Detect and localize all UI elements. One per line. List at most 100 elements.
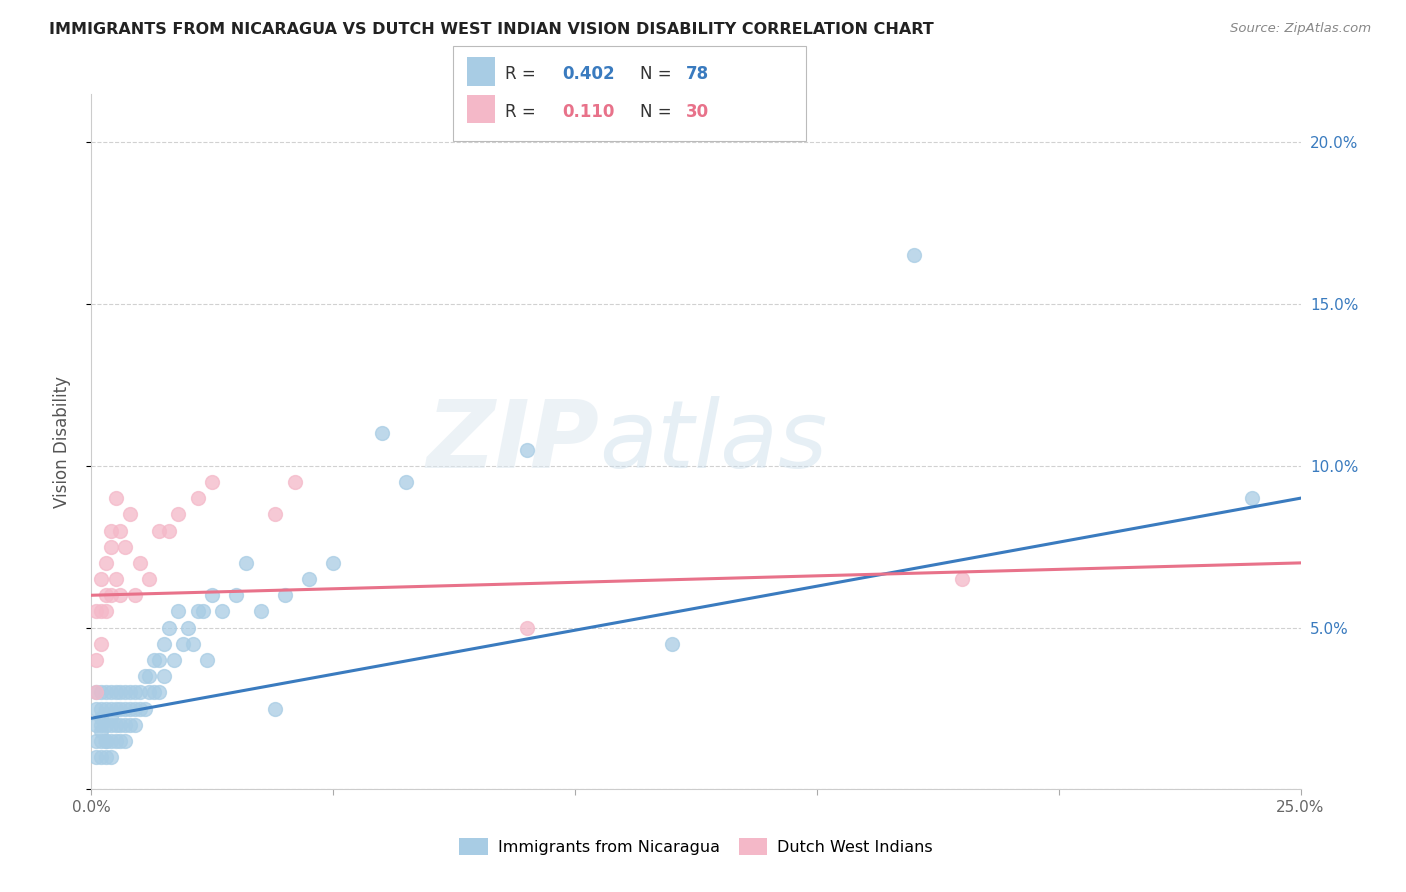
- Point: [143, 653, 166, 667]
- Point: [94, 734, 117, 748]
- Point: [167, 508, 190, 522]
- Point: [201, 475, 224, 489]
- Text: R =: R =: [505, 103, 541, 120]
- Point: [950, 572, 973, 586]
- Text: 78: 78: [686, 65, 709, 83]
- Point: [124, 685, 146, 699]
- Point: [124, 588, 146, 602]
- Point: [138, 669, 160, 683]
- Text: 0.110: 0.110: [562, 103, 614, 120]
- Point: [90, 685, 112, 699]
- Text: ZIP: ZIP: [426, 395, 599, 488]
- Point: [90, 717, 112, 731]
- Point: [191, 604, 214, 618]
- Point: [104, 572, 127, 586]
- Point: [148, 524, 170, 538]
- Point: [1241, 491, 1264, 505]
- Point: [370, 426, 392, 441]
- Point: [128, 685, 150, 699]
- Point: [516, 621, 538, 635]
- Point: [153, 637, 176, 651]
- Point: [90, 711, 112, 725]
- Text: atlas: atlas: [599, 396, 828, 487]
- Point: [124, 717, 146, 731]
- Point: [225, 588, 247, 602]
- Point: [264, 701, 287, 715]
- Point: [298, 572, 321, 586]
- Point: [104, 717, 127, 731]
- Point: [90, 637, 112, 651]
- Point: [100, 701, 122, 715]
- Point: [516, 442, 538, 457]
- Point: [153, 669, 176, 683]
- Point: [148, 685, 170, 699]
- Point: [143, 685, 166, 699]
- Point: [94, 604, 117, 618]
- Point: [110, 524, 132, 538]
- Point: [235, 556, 257, 570]
- Point: [94, 556, 117, 570]
- Point: [104, 701, 127, 715]
- Point: [322, 556, 344, 570]
- Point: [114, 701, 136, 715]
- Point: [100, 685, 122, 699]
- Point: [249, 604, 271, 618]
- Point: [120, 717, 142, 731]
- Point: [84, 717, 107, 731]
- Point: [138, 685, 160, 699]
- Y-axis label: Vision Disability: Vision Disability: [52, 376, 70, 508]
- Text: 30: 30: [686, 103, 709, 120]
- Point: [90, 701, 112, 715]
- Point: [84, 685, 107, 699]
- Point: [94, 588, 117, 602]
- Point: [274, 588, 297, 602]
- Point: [148, 653, 170, 667]
- Point: [94, 750, 117, 764]
- Point: [120, 508, 142, 522]
- Point: [104, 491, 127, 505]
- Point: [84, 750, 107, 764]
- Point: [177, 621, 200, 635]
- Point: [94, 734, 117, 748]
- Text: 0.402: 0.402: [562, 65, 614, 83]
- Point: [110, 734, 132, 748]
- Point: [201, 588, 224, 602]
- Point: [94, 701, 117, 715]
- Point: [120, 685, 142, 699]
- Point: [128, 701, 150, 715]
- Point: [114, 734, 136, 748]
- Point: [157, 621, 180, 635]
- Point: [100, 540, 122, 554]
- Point: [90, 750, 112, 764]
- Point: [211, 604, 233, 618]
- Point: [110, 685, 132, 699]
- Point: [104, 734, 127, 748]
- Point: [90, 572, 112, 586]
- Point: [110, 701, 132, 715]
- Point: [84, 604, 107, 618]
- Point: [134, 669, 156, 683]
- Point: [114, 685, 136, 699]
- Point: [187, 604, 209, 618]
- Point: [197, 653, 219, 667]
- Legend: Immigrants from Nicaragua, Dutch West Indians: Immigrants from Nicaragua, Dutch West In…: [453, 832, 939, 862]
- Point: [162, 653, 184, 667]
- Point: [172, 637, 194, 651]
- Point: [94, 717, 117, 731]
- Point: [84, 701, 107, 715]
- Point: [84, 685, 107, 699]
- Point: [187, 491, 209, 505]
- Point: [181, 637, 204, 651]
- Text: Source: ZipAtlas.com: Source: ZipAtlas.com: [1230, 22, 1371, 36]
- Text: N =: N =: [640, 65, 676, 83]
- Point: [90, 604, 112, 618]
- Point: [134, 701, 156, 715]
- Point: [167, 604, 190, 618]
- Point: [100, 717, 122, 731]
- Point: [157, 524, 180, 538]
- Point: [100, 750, 122, 764]
- Point: [100, 734, 122, 748]
- Point: [903, 248, 925, 262]
- Point: [395, 475, 418, 489]
- Point: [84, 653, 107, 667]
